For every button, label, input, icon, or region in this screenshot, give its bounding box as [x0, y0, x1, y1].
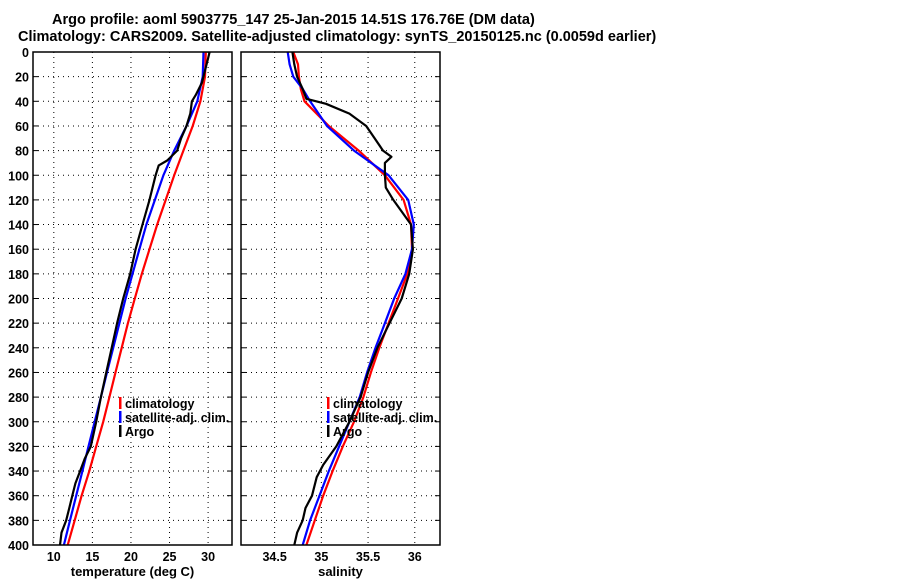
y-tick-label: 400	[8, 539, 29, 553]
legend-label: Argo	[125, 425, 155, 439]
series-line-argo	[58, 51, 211, 546]
salinity-panel: 34.5 35 35.5 36 salinity climatologysatellite…	[240, 51, 441, 579]
figure-title-line-2: Climatology: CARS2009. Satellite-adjuste…	[18, 29, 657, 45]
x-tick-label: 34.5	[262, 550, 286, 564]
y-tick-label: 380	[8, 514, 29, 528]
y-tick-label: 180	[8, 268, 29, 282]
legend-swatch	[327, 411, 330, 423]
series-line-climatology	[66, 51, 207, 546]
legend-label: climatology	[333, 397, 403, 411]
legend-swatch	[119, 397, 122, 409]
y-tick-label: 100	[8, 169, 29, 183]
legend-label: Argo	[333, 425, 363, 439]
y-tick-label: 340	[8, 465, 29, 479]
y-tick-label: 320	[8, 440, 29, 454]
y-tick-label: 20	[15, 71, 29, 85]
legend-swatch	[119, 411, 122, 423]
y-tick-label: 220	[8, 317, 29, 331]
y-tick-label: 120	[8, 194, 29, 208]
legend-swatch	[327, 425, 330, 437]
y-tick-label: 300	[8, 416, 29, 430]
x-tick-label: 30	[201, 550, 215, 564]
y-tick-label: 140	[8, 219, 29, 233]
legend-label: climatology	[125, 397, 195, 411]
series-line-argo	[291, 51, 414, 546]
x-tick-label: 15	[85, 550, 99, 564]
temperature-panel: 0 20 40 60 80 100 120 140 160 180 200 220 240 260 280 3…	[8, 46, 233, 579]
y-tick-label: 280	[8, 391, 29, 405]
legend-label: satellite-adj. clim.	[125, 411, 229, 425]
x-tick-label: 25	[163, 550, 177, 564]
x-tick-label: 20	[124, 550, 138, 564]
x-tick-label: 36	[408, 550, 422, 564]
y-tick-label: 0	[22, 46, 29, 60]
y-tick-label: 40	[15, 95, 29, 109]
y-tick-label: 260	[8, 366, 29, 380]
legend-label: satellite-adj. clim.	[333, 411, 437, 425]
x-tick-label: 35.5	[356, 550, 380, 564]
x-axis-label: salinity	[318, 564, 364, 579]
y-tick-label: 60	[15, 120, 29, 134]
y-tick-label: 160	[8, 243, 29, 257]
x-tick-label: 35	[314, 550, 328, 564]
figure-title-line-1: Argo profile: aoml 5903775_147 25-Jan-20…	[52, 12, 535, 28]
x-tick-label: 10	[47, 550, 61, 564]
axes-frame	[32, 51, 233, 546]
y-tick-label: 240	[8, 342, 29, 356]
y-tick-label: 200	[8, 293, 29, 307]
legend-swatch	[119, 425, 122, 437]
y-tick-label: 360	[8, 490, 29, 504]
series-line-climatology	[292, 51, 414, 546]
y-tick-label: 80	[15, 145, 29, 159]
x-axis-label: temperature (deg C)	[71, 564, 195, 579]
legend-swatch	[327, 397, 330, 409]
series-line-satellite-adj-clim-	[286, 51, 415, 546]
axes-frame	[240, 51, 441, 546]
